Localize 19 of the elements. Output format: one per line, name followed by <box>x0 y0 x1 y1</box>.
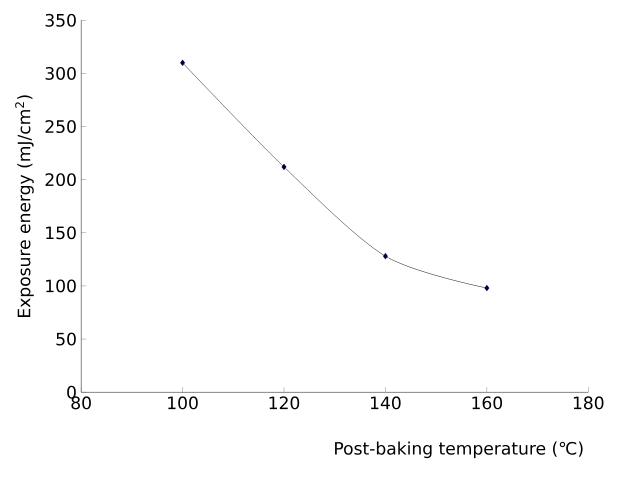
x-tick-label: 120 <box>270 396 300 410</box>
y-tick-label: 50 <box>56 332 76 346</box>
x-tick-label: 100 <box>168 396 198 410</box>
y-tick-label: 100 <box>46 279 76 292</box>
y-tick-label: 0 <box>67 386 76 398</box>
y-tick-label: 350 <box>46 14 76 27</box>
y-tick-label: 200 <box>46 173 76 186</box>
y-tick-label: 250 <box>46 120 76 133</box>
y-tick-label: 150 <box>46 226 76 240</box>
x-tick-label: 160 <box>472 396 502 410</box>
point <box>180 59 186 66</box>
y-tick-label: 300 <box>46 66 76 80</box>
point <box>282 164 286 170</box>
x-tick-label: 140 <box>370 396 401 410</box>
x-tick-label: 180 <box>574 396 604 410</box>
point <box>484 284 490 292</box>
point <box>382 252 388 260</box>
y-axis-title: Exposure energy (mJ/cm$^{2}$) <box>15 95 34 317</box>
x-axis-title: Post-baking temperature (℃) <box>335 441 583 458</box>
